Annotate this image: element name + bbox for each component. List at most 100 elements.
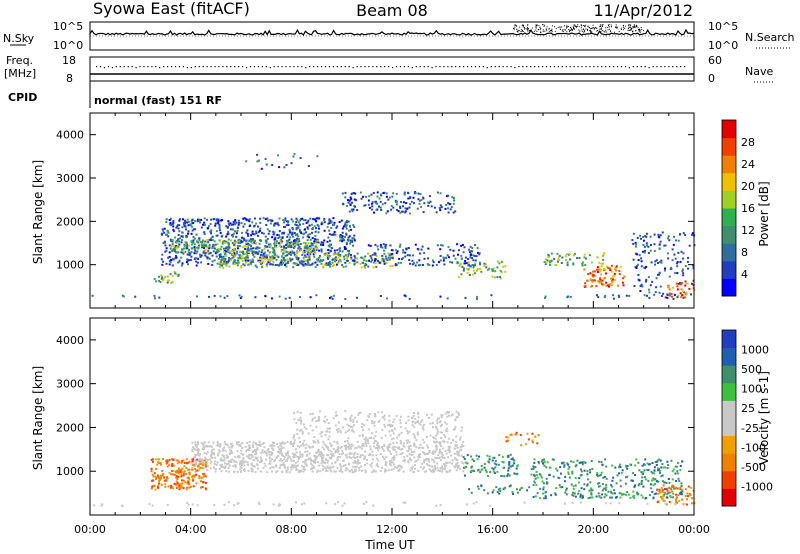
nave-point <box>506 66 508 68</box>
velocity-cell <box>635 458 638 461</box>
power-cell <box>385 192 388 195</box>
power-cell <box>252 261 255 264</box>
power-cell <box>303 242 305 244</box>
velocity-cell <box>353 423 355 426</box>
power-cell <box>452 211 455 214</box>
power-cell <box>594 279 596 282</box>
power-cell <box>322 244 325 246</box>
velocity-cell <box>179 486 182 489</box>
velocity-cell <box>393 457 396 460</box>
power-cell <box>281 249 284 251</box>
velocity-cell <box>399 448 402 451</box>
power-cell <box>174 250 177 253</box>
velocity-cell <box>470 471 472 473</box>
velocity-cell <box>345 418 348 421</box>
velocity-cell <box>600 496 603 499</box>
nave-point <box>194 66 196 68</box>
velocity-cell <box>159 478 162 481</box>
velocity-cell <box>438 448 441 451</box>
velocity-cell <box>326 430 329 433</box>
power-cell <box>387 252 390 255</box>
power-cell <box>238 238 241 241</box>
power-cell <box>169 238 172 241</box>
velocity-cell <box>539 487 542 490</box>
velocity-cell <box>185 467 188 470</box>
power-cell <box>323 221 326 224</box>
nsearch-point <box>615 27 617 29</box>
velocity-cell <box>415 446 418 449</box>
power-cell <box>273 242 276 245</box>
power-cell <box>291 228 294 231</box>
power-cell <box>240 239 243 242</box>
velocity-cell <box>439 425 442 428</box>
power-cell <box>667 284 670 287</box>
velocity-cell <box>291 442 294 445</box>
velocity-cell <box>534 495 537 498</box>
power-cell <box>251 250 254 253</box>
nave-point <box>384 66 386 68</box>
nsearch-point <box>548 28 550 30</box>
velocity-cell <box>587 497 590 500</box>
velocity-cell <box>540 460 543 463</box>
power-cell <box>297 238 300 241</box>
velocity-cell <box>332 454 335 457</box>
power-cell <box>293 245 296 248</box>
power-cell <box>350 258 353 261</box>
velocity-cell <box>392 421 395 424</box>
velocity-cell <box>435 457 438 459</box>
power-cell <box>285 258 288 261</box>
velocity-cell <box>676 487 679 490</box>
velocity-cell <box>516 465 519 468</box>
velocity-cell <box>305 443 308 446</box>
velocity-cell <box>436 430 439 433</box>
nsearch-point <box>569 29 571 31</box>
power-cell <box>232 248 235 251</box>
velocity-cell <box>252 441 255 444</box>
power-cell <box>346 250 349 252</box>
power-cell <box>631 239 634 241</box>
nave-point <box>171 66 173 68</box>
velocity-cell <box>200 441 203 444</box>
velocity-cell <box>495 463 498 466</box>
power-cell <box>292 155 295 158</box>
power-cell <box>649 249 652 252</box>
power-cell <box>270 258 273 261</box>
nsearch-point <box>596 30 598 32</box>
velocity-cell <box>455 469 458 472</box>
velocity-cell <box>268 450 271 453</box>
power-cell <box>657 262 659 264</box>
velocity-cell <box>423 459 426 462</box>
velocity-cell <box>610 491 613 494</box>
power-cell <box>183 244 186 247</box>
velocity-cell <box>400 431 403 434</box>
velocity-cell <box>687 485 690 488</box>
nsearch-point <box>638 30 640 32</box>
velocity-cell <box>434 437 437 440</box>
velocity-cell <box>441 465 444 468</box>
velocity-cell <box>597 485 600 488</box>
velocity-cell <box>236 470 239 473</box>
velocity-cell <box>421 446 424 449</box>
velocity-cell <box>195 482 198 485</box>
power-cell <box>198 237 201 240</box>
nsearch-point <box>633 25 635 27</box>
nsearch-point <box>628 25 630 27</box>
power-cell <box>292 262 295 265</box>
power-cell <box>341 235 344 238</box>
velocity-cell <box>187 480 190 483</box>
power-cell <box>350 197 353 200</box>
power-cell <box>340 236 343 239</box>
power-cell <box>677 251 680 254</box>
power-cell <box>367 244 370 247</box>
power-cell <box>438 261 440 264</box>
velocity-cell <box>155 467 158 470</box>
velocity-cell <box>661 480 664 483</box>
power-cell <box>345 254 348 257</box>
power-cell <box>203 252 206 254</box>
power-cell <box>219 260 222 263</box>
power-cell <box>442 259 445 262</box>
nsearch-point <box>601 27 602 29</box>
velocity-cell <box>535 473 538 476</box>
power-cell <box>169 217 172 220</box>
power-cell <box>392 206 395 209</box>
